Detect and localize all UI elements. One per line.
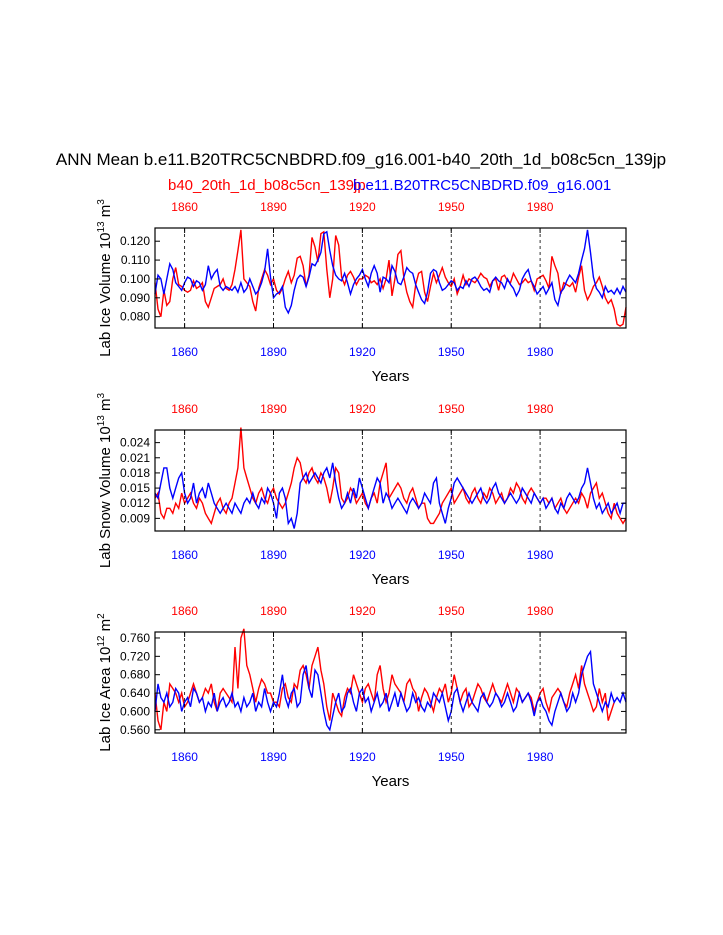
y-axis-title-exponent: 12 <box>96 635 107 647</box>
x-tick-label-bottom: 1950 <box>438 750 465 764</box>
y-axis-title-unit: m <box>97 398 114 415</box>
x-tick-label-top: 1980 <box>527 604 554 618</box>
panel-ice-volume: 1860 1860 1890 1890 1920 1920 1950 1950 1980 1980… <box>96 199 627 385</box>
y-axis-title-exponent: 13 <box>96 415 107 427</box>
y-tick-label: 0.110 <box>121 253 150 267</box>
y-axis-title-base: Lab Ice Area 10 <box>97 647 114 752</box>
y-tick-label: 0.760 <box>120 631 150 645</box>
y-tick-label: 0.024 <box>120 436 150 450</box>
y-axis-title-base: Lab Snow Volume 10 <box>97 426 114 568</box>
plot-frame <box>154 227 627 329</box>
x-tick-label-bottom: 1860 <box>171 345 198 359</box>
x-tick-label-bottom: 1890 <box>260 548 287 562</box>
x-tick-label-top: 1920 <box>349 604 376 618</box>
y-axis-title: Lab Ice Area 1012 m2 <box>96 613 114 752</box>
x-tick-label-top: 1950 <box>438 200 465 214</box>
x-tick-label-bottom: 1860 <box>171 548 198 562</box>
x-tick-label-top: 1980 <box>527 402 554 416</box>
series-line-blue <box>154 649 627 732</box>
x-tick-label-bottom: 1980 <box>527 345 554 359</box>
x-axis-title: Years <box>372 368 410 385</box>
plot-frame <box>154 631 627 734</box>
y-tick-label: 0.015 <box>120 481 150 495</box>
y-tick-label: 0.560 <box>120 723 150 737</box>
x-tick-label-top: 1860 <box>171 200 198 214</box>
x-tick-label-top: 1980 <box>527 200 554 214</box>
y-tick-label: 0.720 <box>120 649 150 663</box>
y-axis-title-unit-exponent: 2 <box>96 613 107 619</box>
series-line-blue <box>154 462 626 529</box>
x-axis-title: Years <box>372 773 410 790</box>
y-tick-label: 0.009 <box>120 511 150 525</box>
x-tick-label-bottom: 1920 <box>349 750 376 764</box>
x-tick-label-top: 1950 <box>438 402 465 416</box>
y-tick-label: 0.640 <box>120 686 150 700</box>
x-tick-label-bottom: 1890 <box>260 345 287 359</box>
panels: 1860 1860 1890 1890 1920 1920 1950 1950 1980 1980… <box>96 199 627 790</box>
series-line-red <box>154 628 615 731</box>
x-tick-label-top: 1860 <box>171 604 198 618</box>
series-line-red <box>154 427 627 526</box>
legend-left-label: b40_20th_1d_b08c5cn_139jp <box>168 177 366 194</box>
y-axis-title: Lab Snow Volume 1013 m3 <box>96 392 114 568</box>
main-title: ANN Mean b.e11.B20TRC5CNBDRD.f09_g16.001… <box>56 150 666 169</box>
x-tick-label-bottom: 1980 <box>527 548 554 562</box>
y-axis-title-unit: m <box>97 205 114 222</box>
x-tick-label-bottom: 1890 <box>260 750 287 764</box>
x-tick-label-bottom: 1920 <box>349 345 376 359</box>
x-tick-label-top: 1950 <box>438 604 465 618</box>
x-tick-label-top: 1860 <box>171 402 198 416</box>
x-tick-label-top: 1920 <box>349 200 376 214</box>
y-tick-label: 0.018 <box>120 466 150 480</box>
y-axis-title-exponent: 13 <box>96 221 107 233</box>
x-tick-label-top: 1890 <box>260 604 287 618</box>
x-tick-label-bottom: 1860 <box>171 750 198 764</box>
x-tick-label-top: 1890 <box>260 200 287 214</box>
y-tick-label: 0.090 <box>120 291 150 305</box>
x-axis-title: Years <box>372 571 410 588</box>
y-axis-title-unit-exponent: 3 <box>96 199 107 205</box>
x-tick-label-bottom: 1950 <box>438 345 465 359</box>
series-line-blue <box>154 229 627 315</box>
x-tick-label-top: 1890 <box>260 402 287 416</box>
x-tick-label-bottom: 1950 <box>438 548 465 562</box>
y-axis-title: Lab Ice Volume 1013 m3 <box>96 199 114 357</box>
y-axis-title-base: Lab Ice Volume 10 <box>97 233 114 357</box>
y-tick-label: 0.100 <box>120 272 150 286</box>
y-axis-title-unit: m <box>97 619 114 636</box>
y-axis-title-unit-exponent: 3 <box>96 392 107 398</box>
y-tick-label: 0.600 <box>120 704 150 718</box>
x-tick-label-bottom: 1920 <box>349 548 376 562</box>
legend-right-label: b.e11.B20TRC5CNBDRD.f09_g16.001 <box>353 177 611 194</box>
y-tick-label: 0.080 <box>120 310 150 324</box>
panel-snow-volume: 1860 1860 1890 1890 1920 1920 1950 1950 1980 1980… <box>96 392 627 588</box>
y-tick-label: 0.680 <box>120 668 150 682</box>
plot-frame <box>154 429 627 532</box>
x-tick-label-top: 1920 <box>349 402 376 416</box>
y-tick-label: 0.012 <box>120 496 150 510</box>
y-tick-label: 0.120 <box>120 234 150 248</box>
y-tick-label: 0.021 <box>120 451 150 465</box>
x-tick-label-bottom: 1980 <box>527 750 554 764</box>
panel-ice-area: 1860 1860 1890 1890 1920 1920 1950 1950 1980 1980… <box>96 604 627 790</box>
